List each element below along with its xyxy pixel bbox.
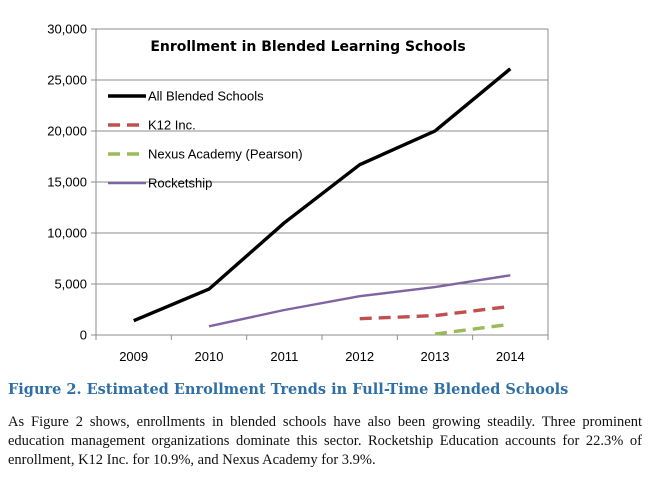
- y-tick-label: 20,000: [47, 124, 87, 139]
- y-tick-label: 30,000: [47, 22, 87, 37]
- x-tick-label: 2011: [270, 349, 298, 364]
- axes: [95, 29, 549, 340]
- x-tick-label: 2013: [421, 349, 450, 364]
- y-axis-ticks: 0 5,000 10,000 15,000 20,000 25,000 30,000: [47, 22, 87, 343]
- series-lines: [133, 67, 512, 336]
- figure-caption: Figure 2. Estimated Enrollment Trends in…: [8, 381, 569, 398]
- x-tick-label: 2009: [119, 349, 148, 364]
- series-line-rocketship: [208, 274, 511, 328]
- x-tick-label: 2010: [195, 349, 224, 364]
- x-axis-ticks: 2009 2010 2011 2012 2013 2014: [119, 349, 525, 364]
- y-tick-label: 0: [80, 328, 87, 343]
- series-line-all-blended-schools: [133, 67, 512, 323]
- enrollment-chart: 0 5,000 10,000 15,000 20,000 25,000 30,000 200…: [47, 22, 549, 364]
- chart-title: Enrollment in Blended Learning Schools: [150, 39, 465, 55]
- legend-label: Rocketship: [148, 176, 212, 191]
- gridlines: [91, 28, 548, 336]
- y-tick-label: 5,000: [54, 277, 87, 292]
- legend: All Blended Schools K12 Inc. Nexus Academy…: [108, 89, 303, 191]
- x-tick-label: 2014: [496, 349, 525, 364]
- x-tick-label: 2012: [345, 349, 374, 364]
- series-line-k12-inc: [359, 304, 511, 321]
- legend-label: K12 Inc.: [148, 118, 196, 133]
- y-tick-label: 10,000: [47, 226, 87, 241]
- legend-label: All Blended Schools: [148, 89, 264, 104]
- body-paragraph: As Figure 2 shows, enrollments in blende…: [8, 414, 642, 468]
- y-tick-label: 25,000: [47, 73, 87, 88]
- y-tick-label: 15,000: [47, 175, 87, 190]
- series-line-nexus-academy-pearson: [434, 322, 511, 336]
- legend-label: Nexus Academy (Pearson): [148, 147, 303, 162]
